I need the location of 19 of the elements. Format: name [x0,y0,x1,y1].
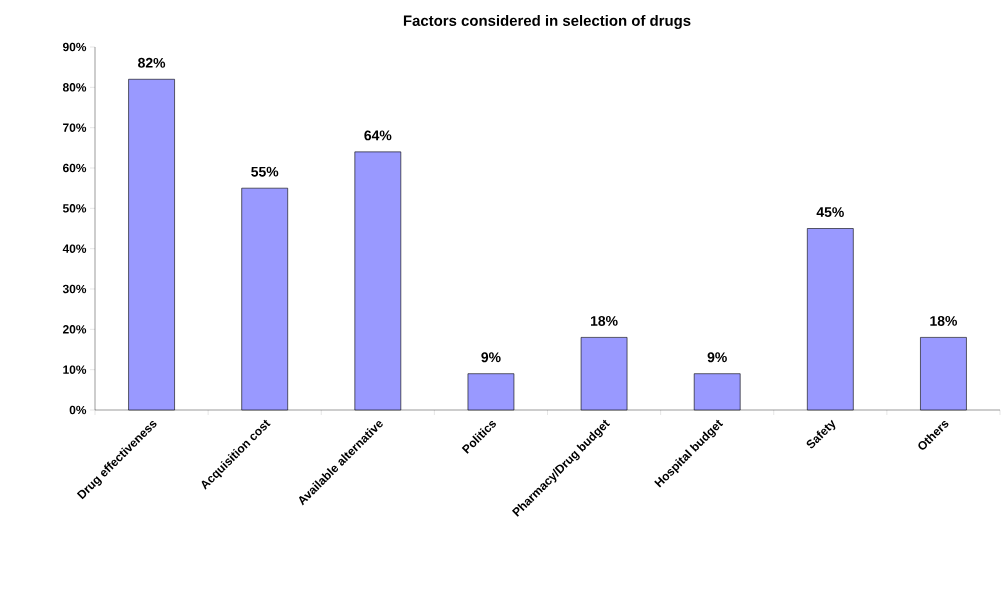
data-label: 9% [481,352,501,363]
y-tick-label: 90% [62,42,87,52]
data-label: 18% [930,315,958,326]
y-tick-label: 20% [62,325,87,334]
y-tick-label: 80% [62,83,87,92]
y-tick-label: 0% [69,405,87,415]
data-label: 64% [364,130,392,141]
y-tick-label: 50% [62,204,87,213]
y-tick-label: 60% [62,163,87,173]
data-label: 18% [590,315,618,326]
data-label: 82% [138,57,166,68]
data-label: 9% [707,352,727,363]
data-label: 55% [251,166,279,177]
y-tick-label: 70% [63,123,87,132]
y-tick-label: 10% [63,365,87,374]
y-tick-label: 40% [62,244,87,253]
y-tick-label: 30% [62,284,87,294]
data-label: 45% [816,207,844,217]
chart-title: Factors considered in selection of drugs [403,15,691,29]
